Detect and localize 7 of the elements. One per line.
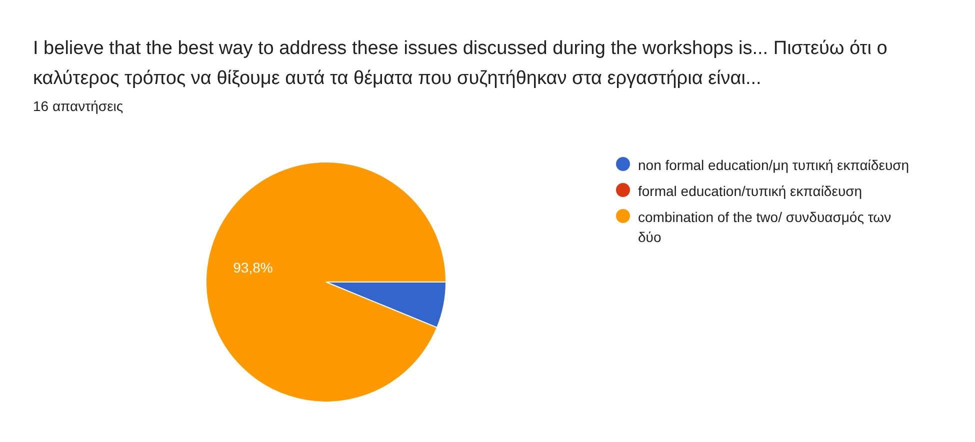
pie-slice bbox=[206, 162, 446, 402]
data-label: 93,8% bbox=[233, 260, 273, 276]
text: 16 απαντήσεις bbox=[33, 98, 124, 114]
legend-label: non formal education/μη τυπική εκπαίδευση bbox=[638, 156, 910, 175]
legend-label: combination of the two/ συνδυασμός των δύο bbox=[638, 208, 892, 247]
chart-title: I believe that the best way to address these issues discussed during the workshops is... Πιστεύω ότι ο καλύτερος τρόπος να θίξουμε αυτά τα θέματα που συζητήθηκαν στα εργαστήρια είναι... bbox=[33, 37, 888, 91]
legend-label: formal education/τυπική εκπαίδευση bbox=[638, 182, 864, 201]
